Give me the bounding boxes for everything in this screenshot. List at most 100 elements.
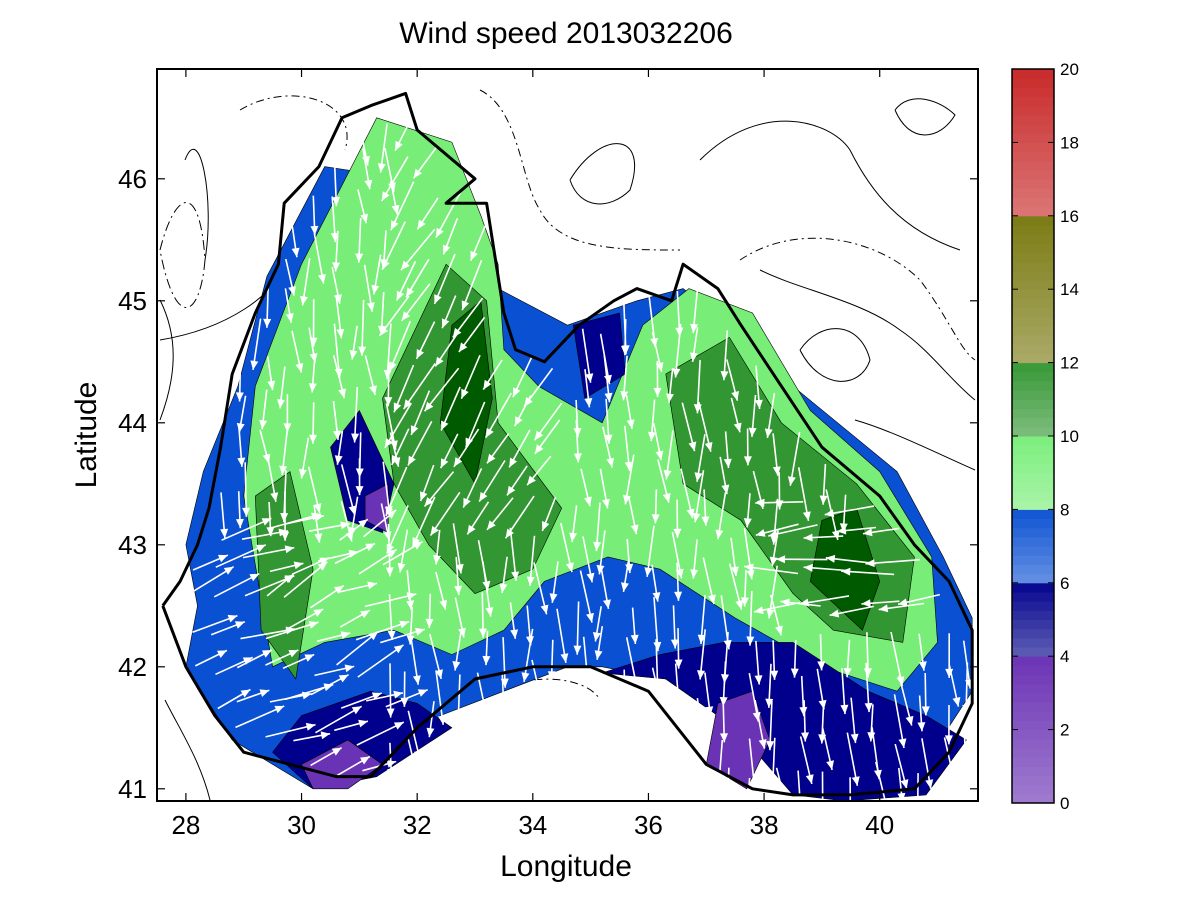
wind-arrow-head: [674, 591, 683, 601]
wind-arrow-head: [441, 420, 449, 431]
x-tick-label: 40: [865, 810, 894, 840]
wind-arrow-head: [720, 371, 729, 381]
x-tick-label: 34: [518, 810, 547, 840]
wind-arrow-head: [752, 711, 761, 722]
colorbar-band: [1012, 729, 1054, 740]
land-contour-line: [569, 143, 636, 205]
wind-arrow-head: [756, 499, 765, 509]
y-axis-ticks: 41 42 43 44 45 46: [118, 164, 978, 804]
wind-arrow-head: [604, 374, 612, 385]
wind-arrow-head: [962, 705, 971, 715]
colorbar-band: [1012, 197, 1054, 208]
colorbar-band: [1012, 720, 1054, 731]
wind-arrow-head: [426, 727, 435, 738]
wind-arrow: [556, 608, 567, 664]
colorbar-band: [1012, 133, 1054, 143]
wind-arrow: [411, 496, 436, 548]
wind-arrow-head: [467, 524, 476, 535]
colorbar-band: [1012, 371, 1054, 382]
wind-arrow: [215, 544, 267, 568]
wind-arrow-head: [309, 434, 317, 444]
wind-arrow-head: [624, 461, 633, 471]
colorbar-band: [1012, 472, 1054, 483]
wind-arrow-head: [769, 556, 778, 567]
wind-arrow-head: [864, 702, 873, 713]
wind-arrow-head: [482, 655, 491, 666]
colorbar-band: [1012, 307, 1054, 318]
wind-arrow-head: [840, 704, 849, 715]
wind-arrow: [435, 188, 464, 238]
wind-arrow-head: [463, 497, 471, 508]
wind-arrow-head: [458, 627, 466, 638]
wind-arrow-head: [480, 703, 488, 713]
wind-arrow-head: [748, 427, 757, 437]
wind-arrow-head: [622, 494, 631, 505]
wind-arrow-head: [330, 232, 339, 243]
wind-arrow-head: [454, 585, 463, 595]
wind-arrow-head: [424, 497, 434, 507]
wind-arrow-head: [780, 598, 790, 607]
wind-arrow: [353, 386, 359, 443]
colorbar-band: [1012, 766, 1054, 776]
map-plot-area: 28 30 32 34 36 38 40 41 42 43 44 45 46: [118, 68, 979, 840]
wind-arrow-head: [743, 518, 752, 528]
wind-arrow-head: [790, 668, 799, 678]
wind-arrow-head: [452, 327, 462, 338]
colorbar-band: [1012, 206, 1054, 217]
wind-arrow-head: [521, 672, 530, 682]
wind-arrow-head: [535, 691, 544, 701]
wind-arrow-head: [851, 776, 860, 786]
colorbar-band: [1012, 665, 1054, 676]
colorbar-band: [1012, 619, 1054, 630]
wind-arrow-head: [540, 604, 549, 615]
wind-arrow-head: [331, 747, 342, 756]
wind-arrow-head: [801, 732, 809, 742]
wind-arrow-head: [419, 491, 428, 501]
wind-arrow-head: [334, 294, 342, 304]
wind-arrow: [797, 770, 801, 801]
colorbar-tick-label: 8: [1060, 500, 1069, 519]
wind-arrow-head: [358, 719, 368, 728]
wind-arrow-head: [240, 689, 251, 698]
wind-arrow-head: [509, 457, 518, 468]
wind-arrow-head: [566, 562, 574, 573]
colorbar-band: [1012, 362, 1054, 373]
wind-arrow-head: [843, 668, 852, 678]
wind-arrow-head: [673, 528, 682, 538]
wind-arrow-head: [675, 733, 684, 743]
wind-arrow-head: [670, 639, 679, 649]
wind-arrow-head: [704, 442, 713, 452]
wind-arrow-head: [776, 555, 786, 564]
wind-arrow-head: [900, 779, 909, 789]
wind-arrow-head: [723, 458, 732, 468]
colorbar-tick-label: 0: [1060, 794, 1069, 813]
wind-arrow-head: [766, 741, 775, 751]
colorbar-band: [1012, 757, 1054, 767]
wind-arrow-head: [406, 600, 415, 610]
wind-arrow-head: [585, 373, 594, 383]
wind-arrow: [846, 732, 859, 786]
wind-arrow: [625, 637, 639, 692]
wind-arrow-head: [393, 690, 403, 699]
wind-arrow-head: [334, 455, 343, 465]
wind-arrow-head: [507, 485, 516, 496]
wind-arrow-head: [410, 425, 419, 435]
wind-arrow-head: [263, 318, 272, 328]
wind-arrow-head: [416, 349, 424, 359]
wind-arrow-head: [274, 705, 285, 714]
wind-arrow-head: [689, 352, 698, 362]
colorbar-band: [1012, 160, 1054, 171]
wind-arrow-head: [396, 290, 405, 301]
colorbar-band: [1012, 280, 1054, 290]
wind-arrow-head: [944, 735, 953, 745]
wind-arrow: [355, 620, 410, 641]
wind-arrow-head: [381, 191, 390, 201]
wind-arrow-head: [802, 511, 811, 521]
colorbar-tick-label: 10: [1060, 427, 1079, 446]
wind-arrow-head: [406, 287, 415, 298]
wind-arrow-head: [438, 715, 446, 725]
colorbar-band: [1012, 601, 1054, 611]
colorbar-band: [1012, 775, 1054, 786]
wind-arrow-head: [602, 498, 610, 509]
colorbar-band: [1012, 747, 1054, 758]
